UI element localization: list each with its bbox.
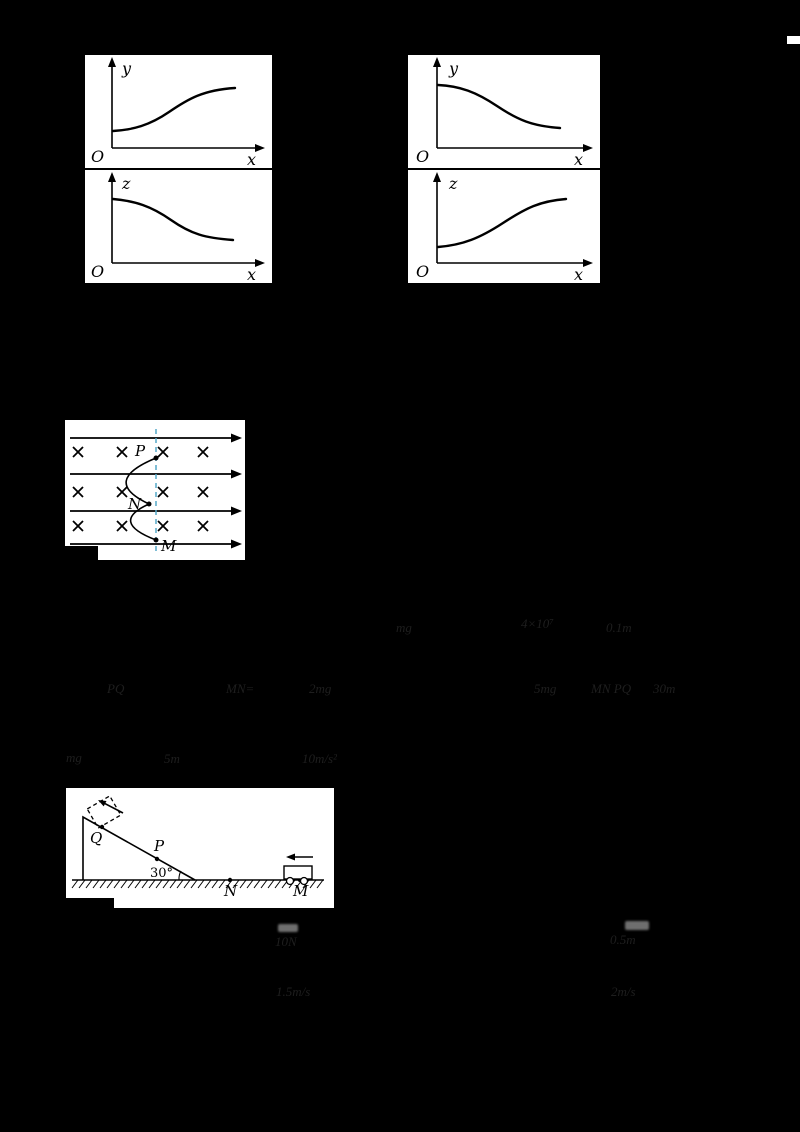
graph-d-canvas: z x O (416, 172, 593, 284)
cart-wheel (299, 876, 309, 886)
cart-velocity-arrow (286, 853, 313, 861)
cross-icon (157, 486, 169, 498)
cross-icon (116, 520, 128, 532)
cross-icon (197, 486, 209, 498)
point-p-label: P (134, 442, 146, 460)
faint-formula-fragment: 10N (275, 934, 297, 949)
graph-a-canvas: y x O (91, 57, 265, 169)
cross-icon (72, 486, 84, 498)
gray-smudge (625, 921, 649, 930)
x-axis-label: x (247, 265, 256, 283)
arc-n-to-m (129, 503, 157, 541)
faint-formula-fragment: 0.5m (610, 932, 636, 947)
incline-canvas: 30° Q P N M (71, 795, 324, 900)
x-axis-arrowhead (255, 259, 265, 267)
gray-smudge (278, 924, 298, 932)
faint-formula-fragment: mg (396, 620, 412, 635)
point-m-label: M (160, 537, 177, 555)
curve-increasing (111, 86, 237, 133)
graph-c-canvas: z x O (91, 172, 265, 284)
faint-formula-fragment: 0.1m (606, 620, 632, 635)
cross-icon (197, 446, 209, 458)
field-into-page-crosses (72, 446, 209, 532)
y-axis-arrowhead (433, 57, 441, 67)
faint-formula-fragment: 5mg (534, 681, 557, 696)
point-p-dot (153, 455, 159, 461)
faint-formula-fragment: 1.5m/s (276, 984, 311, 999)
y-axis-label: z (121, 174, 131, 193)
cross-icon (116, 446, 128, 458)
point-p-label: P (153, 837, 165, 855)
faint-formula-fragment: 4×10⁷ (521, 616, 554, 631)
graph-b-canvas: y x O (416, 57, 593, 169)
point-n-dot (146, 501, 152, 507)
curve-increasing (436, 197, 568, 249)
x-axis-label: x (247, 150, 256, 168)
faint-formula-fragment: 10m/s² (302, 751, 337, 766)
panel-corner-cutout (65, 546, 98, 560)
x-axis-arrowhead (255, 144, 265, 152)
x-axis-arrowhead (583, 259, 593, 267)
faint-formula-fragment: MN PQ (591, 681, 632, 696)
origin-label: O (91, 147, 104, 166)
cross-icon (72, 446, 84, 458)
x-axis-label: x (574, 150, 583, 168)
dashed-block (86, 795, 122, 829)
faint-formula-fragment: PQ (107, 681, 125, 696)
figure-magnetic-field: P N M (65, 420, 245, 560)
y-axis-arrowhead (108, 57, 116, 67)
figure-graph-z-decreasing: z x O (85, 170, 272, 284)
block-velocity-arrow (98, 800, 124, 814)
point-m-label: M (292, 882, 309, 900)
panel-corner-cutout (66, 898, 114, 908)
y-axis-label: y (448, 59, 459, 78)
faint-formula-fragment: 30m (653, 681, 676, 696)
cross-icon (72, 520, 84, 532)
y-axis-arrowhead (433, 172, 441, 182)
figure-graph-y-decreasing: y x O (408, 55, 600, 169)
cart (283, 865, 313, 886)
faint-formula-fragment: 5m (164, 751, 180, 766)
point-n-label: N (223, 882, 238, 900)
point-q-dot (99, 824, 105, 830)
arc-p-to-n (125, 457, 157, 505)
point-m-dot (153, 537, 159, 543)
faint-formula-fragment: mg (66, 750, 82, 765)
point-p-dot (154, 856, 160, 862)
cross-icon (197, 520, 209, 532)
y-axis-label: y (121, 59, 132, 78)
figure-incline: 30° Q P N M (66, 788, 334, 908)
curve-decreasing (436, 83, 562, 130)
ground-hatching (71, 879, 324, 889)
curve-decreasing (111, 197, 235, 242)
cross-icon (157, 446, 169, 458)
origin-label: O (416, 147, 429, 166)
faint-formula-fragment: 2mg (309, 681, 332, 696)
page-edge-sliver (787, 36, 800, 44)
y-axis-arrowhead (108, 172, 116, 182)
figure-graph-z-increasing: z x O (408, 170, 600, 284)
angle-label: 30° (150, 866, 173, 881)
cart-wheel (285, 876, 295, 886)
angle-arc (178, 870, 182, 881)
x-axis-label: x (574, 265, 583, 283)
faint-formula-fragment: MN= (226, 681, 255, 696)
x-axis-arrowhead (583, 144, 593, 152)
origin-label: O (416, 262, 429, 281)
origin-label: O (91, 262, 104, 281)
point-n-label: N (127, 495, 142, 513)
cross-icon (116, 486, 128, 498)
field-canvas: P N M (70, 429, 242, 555)
cross-icon (157, 520, 169, 532)
field-lines (70, 433, 242, 549)
figure-graph-y-increasing: y x O (85, 55, 272, 169)
faint-formula-fragment: 2m/s (611, 984, 636, 999)
point-n-dot (227, 877, 233, 883)
y-axis-label: z (448, 174, 458, 193)
point-q-label: Q (90, 829, 102, 847)
